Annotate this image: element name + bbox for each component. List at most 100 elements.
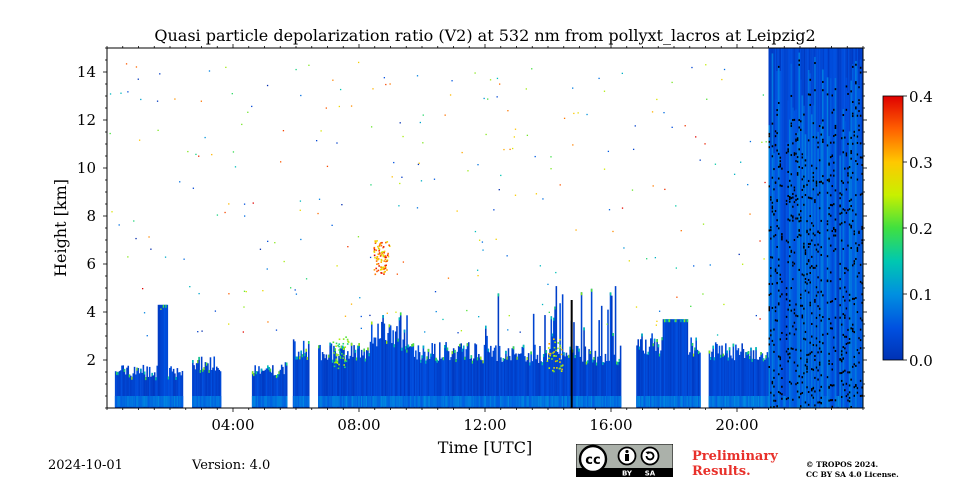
heatmap-cell <box>613 396 616 407</box>
heatmap-cell <box>781 331 783 334</box>
heatmap-feature <box>383 251 385 254</box>
heatmap-cell <box>563 117 566 119</box>
heatmap-cell <box>459 343 461 408</box>
heatmap-feature <box>383 250 386 253</box>
heatmap-cell <box>840 211 843 214</box>
heatmap-cell <box>198 292 200 295</box>
heatmap-cell <box>675 319 677 323</box>
heatmap-cell <box>834 78 837 408</box>
heatmap-cell <box>815 136 818 139</box>
heatmap-cell <box>260 396 263 407</box>
heatmap-cell <box>650 338 652 408</box>
heatmap-cell <box>540 396 542 407</box>
heatmap-cell <box>812 122 815 125</box>
heatmap-cell <box>796 381 799 384</box>
heatmap-cell <box>461 348 464 408</box>
heatmap-feature <box>338 343 341 345</box>
heatmap-cell <box>161 304 164 408</box>
heatmap-cell <box>792 196 794 199</box>
heatmap-cell <box>588 349 590 408</box>
heatmap-cell <box>814 376 816 379</box>
heatmap-cell <box>199 369 202 408</box>
heatmap-cell <box>851 327 854 330</box>
cc-license-badge[interactable]: cc BY SA <box>575 443 674 478</box>
heatmap-cell <box>856 163 859 166</box>
heatmap-feature <box>380 266 382 268</box>
heatmap-cell <box>839 316 841 319</box>
heatmap-cell <box>211 153 213 156</box>
heatmap-cell <box>352 396 354 407</box>
heatmap-cell <box>570 300 573 408</box>
heatmap-cell <box>471 360 474 364</box>
heatmap-feature <box>383 273 385 275</box>
heatmap-cell <box>357 345 359 408</box>
heatmap-cell <box>820 124 823 408</box>
heatmap-cell <box>362 396 364 407</box>
heatmap-cell <box>779 356 782 359</box>
heatmap-cell <box>858 99 860 102</box>
heatmap-cell <box>300 396 302 407</box>
heatmap-cell <box>269 368 272 408</box>
heatmap-cell <box>437 396 440 407</box>
heatmap-cell <box>781 238 783 241</box>
heatmap-cell <box>148 366 151 408</box>
heatmap-cell <box>411 396 413 407</box>
heatmap-cell <box>513 136 516 138</box>
heatmap-cell <box>382 315 384 319</box>
heatmap-cell <box>368 353 371 408</box>
heatmap-cell <box>788 119 791 408</box>
heatmap-cell <box>217 368 219 408</box>
heatmap-cell <box>132 396 135 407</box>
heatmap-cell <box>826 229 829 232</box>
heatmap-cell <box>807 278 810 281</box>
heatmap-cell <box>795 314 797 317</box>
heatmap-cell <box>542 396 545 407</box>
heatmap-cell <box>297 351 300 408</box>
heatmap-cell <box>353 345 355 408</box>
heatmap-cell <box>677 396 680 407</box>
heatmap-cell <box>421 355 423 359</box>
heatmap-cell <box>542 353 545 408</box>
heatmap-cell <box>811 222 813 225</box>
heatmap-cell <box>560 396 563 407</box>
heatmap-feature <box>380 251 383 254</box>
heatmap-cell <box>787 353 789 356</box>
heatmap-cell <box>340 396 343 407</box>
heatmap-cell <box>850 157 852 160</box>
heatmap-cell <box>636 396 638 407</box>
heatmap-cell <box>459 343 461 347</box>
heatmap-cell <box>258 396 260 407</box>
heatmap-feature <box>380 253 383 256</box>
heatmap-cell <box>187 150 189 153</box>
heatmap-cell <box>124 396 127 407</box>
heatmap-feature <box>560 365 562 367</box>
heatmap-cell <box>676 319 679 408</box>
heatmap-cell <box>496 77 499 80</box>
heatmap-cell <box>585 361 588 408</box>
heatmap-cell <box>137 367 140 408</box>
heatmap-cell <box>712 345 714 349</box>
heatmap-cell <box>597 396 599 407</box>
heatmap-cell <box>812 188 815 191</box>
heatmap-cell <box>364 396 367 407</box>
heatmap-cell <box>817 351 819 354</box>
heatmap-feature <box>385 241 387 244</box>
heatmap-cell <box>738 396 741 407</box>
heatmap-cell <box>197 331 199 333</box>
heatmap-cell <box>631 189 634 191</box>
heatmap-cell <box>440 358 442 408</box>
heatmap-cell <box>616 361 618 408</box>
heatmap-cell <box>204 362 207 408</box>
heatmap-cell <box>464 396 466 407</box>
heatmap-cell <box>861 227 863 230</box>
heatmap-cell <box>203 367 205 408</box>
heatmap-feature <box>338 349 341 351</box>
heatmap-cell <box>812 136 815 139</box>
heatmap-cell <box>192 396 194 407</box>
heatmap-feature <box>557 342 560 344</box>
heatmap-cell <box>445 342 447 408</box>
heatmap-cell <box>242 331 244 333</box>
heatmap-cell <box>492 396 495 407</box>
heatmap-cell <box>304 396 306 407</box>
heatmap-cell <box>142 396 145 407</box>
